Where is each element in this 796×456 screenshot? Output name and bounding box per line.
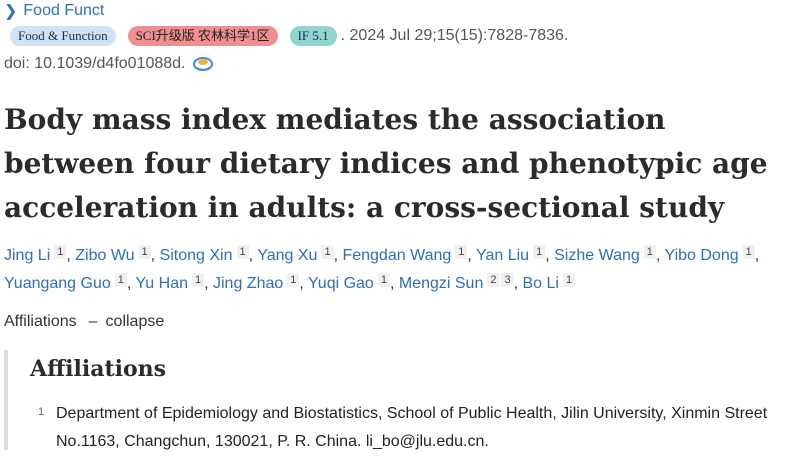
impact-factor-badge[interactable]: IF 5.1 — [289, 26, 337, 46]
author-separator: , — [513, 275, 523, 292]
journal-link[interactable]: Food Funct — [23, 2, 105, 19]
citation-text: . 2024 Jul 29;15(15):7828-7836. — [340, 27, 569, 44]
affiliation-superscript[interactable]: 1 — [321, 245, 334, 259]
author-link[interactable]: Sizhe Wang — [554, 247, 640, 264]
author-separator: , — [333, 247, 343, 264]
journal-badges: Food & Function SCI升级版 农林科学1区 IF 5.1 . 2… — [10, 25, 568, 47]
author-separator: , — [467, 247, 476, 264]
affiliation-superscript[interactable]: 1 — [377, 273, 390, 287]
affiliation-superscript[interactable]: 1 — [138, 245, 151, 259]
author-separator: , — [204, 275, 213, 292]
journal-name-badge[interactable]: Food & Function — [10, 26, 116, 46]
author-link[interactable]: Yang Xu — [257, 247, 318, 264]
author-link[interactable]: Jing Li — [4, 247, 51, 264]
author-link[interactable]: Zibo Wu — [75, 247, 135, 264]
author-link[interactable]: Yuqi Gao — [308, 275, 374, 292]
journal-link-row[interactable]: ❯ Food Funct — [4, 1, 104, 21]
affiliations-panel: Affiliations 1 Department of Epidemiolog… — [4, 350, 796, 450]
collapse-icon: – — [88, 313, 98, 330]
ranking-badge[interactable]: SCI升级版 农林科学1区 — [127, 26, 278, 46]
affiliation-superscript[interactable]: 1 — [287, 273, 300, 287]
author-list: Jing Li 1, Zibo Wu 1, Sitong Xin 1, Yang Xu… — [4, 242, 794, 298]
author-separator: , — [126, 275, 136, 292]
author-link[interactable]: Yuangang Guo — [4, 275, 111, 292]
article-title: Body mass index mediates the association… — [4, 103, 768, 224]
author-link[interactable]: Jing Zhao — [213, 275, 284, 292]
affiliations-heading: Affiliations — [30, 356, 167, 382]
affiliation-superscript[interactable]: 1 — [533, 245, 546, 259]
affiliations-toggle-action: collapse — [105, 313, 165, 330]
affiliation-superscript[interactable]: 2 — [487, 273, 500, 287]
affiliation-superscript[interactable]: 1 — [562, 273, 576, 287]
affiliation-superscript[interactable]: 1 — [742, 245, 755, 259]
author-link[interactable]: Yibo Dong — [664, 247, 739, 264]
author-link[interactable]: Mengzi Sun — [398, 275, 484, 292]
author-link[interactable]: Fengdan Wang — [342, 247, 452, 264]
scholar-link-icon[interactable] — [192, 54, 214, 74]
affiliation-superscript[interactable]: 1 — [643, 245, 656, 259]
author-separator: , — [248, 247, 258, 264]
author-separator: , — [545, 247, 555, 264]
author-link[interactable]: Bo Li — [522, 275, 559, 292]
doi-row: doi: 10.1039/d4fo01088d. — [4, 54, 214, 74]
affiliations-toggle-label: Affiliations — [4, 313, 77, 330]
affiliation-number: 1 — [38, 406, 45, 418]
doi-text: doi: 10.1039/d4fo01088d. — [4, 55, 186, 72]
affiliation-superscript[interactable]: 1 — [236, 245, 249, 259]
affiliations-toggle[interactable]: Affiliations – collapse — [4, 313, 164, 331]
affiliation-superscript[interactable]: 1 — [54, 245, 67, 259]
affiliation-superscript[interactable]: 3 — [501, 273, 514, 287]
affiliation-item: 1 Department of Epidemiology and Biostat… — [38, 400, 796, 456]
author-link[interactable]: Yu Han — [135, 275, 188, 292]
author-link[interactable]: Yan Liu — [476, 247, 530, 264]
affiliation-superscript[interactable]: 1 — [455, 245, 468, 259]
author-separator: , — [299, 275, 308, 292]
author-separator: , — [66, 247, 76, 264]
author-link[interactable]: Sitong Xin — [159, 247, 233, 264]
affiliation-superscript[interactable]: 1 — [114, 273, 127, 287]
affiliation-text: Department of Epidemiology and Biostatis… — [56, 405, 768, 450]
author-separator: , — [150, 247, 160, 264]
author-separator: , — [754, 247, 760, 264]
author-separator: , — [655, 247, 665, 264]
chevron-right-icon: ❯ — [4, 3, 18, 20]
author-separator: , — [389, 275, 399, 292]
affiliation-superscript[interactable]: 1 — [191, 273, 205, 287]
